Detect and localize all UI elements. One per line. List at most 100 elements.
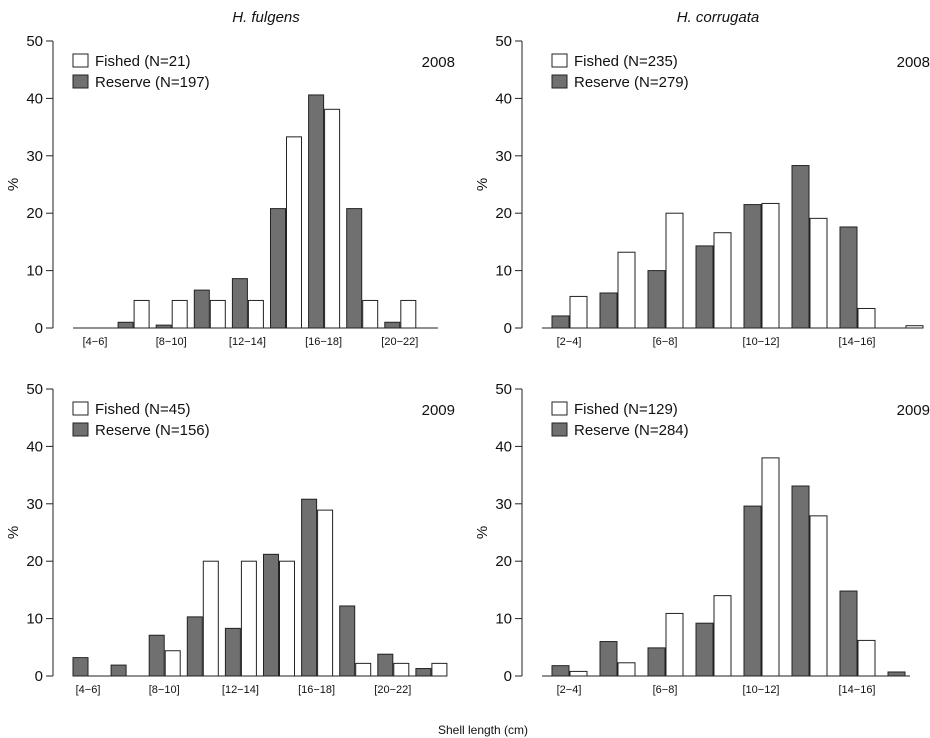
- y-axis-label: %: [5, 178, 22, 191]
- legend-label: Fished (N=21): [95, 53, 190, 70]
- x-tick-label: [6−8]: [653, 336, 678, 348]
- chart-panel: 0 10 20 30 40 50% [4−6] [8−10] [12−14] [16−18] [20…: [5, 381, 455, 696]
- bar-fished: [761, 202, 780, 329]
- bar-reserve: [72, 657, 89, 677]
- year-label: 2008: [422, 54, 455, 71]
- y-tick-label: 20: [26, 553, 43, 570]
- bar-reserve: [599, 292, 618, 329]
- x-tick-label: [16−18]: [305, 336, 342, 348]
- bar-reserve: [301, 498, 318, 677]
- y-axis-label: %: [474, 178, 491, 191]
- x-tick-label: [20−22]: [374, 684, 411, 696]
- y-tick-label: 30: [495, 148, 512, 165]
- panels-group: 0 10 20 30 40 50% [4−6] [8−10] [12−14] [16−18] [20…: [5, 33, 930, 696]
- bar-fished: [665, 212, 684, 329]
- y-axis-label: %: [5, 526, 22, 539]
- bar-fished: [665, 612, 684, 677]
- legend-label: Reserve (N=284): [574, 422, 689, 439]
- year-label: 2009: [422, 402, 455, 419]
- bar-fished: [569, 295, 588, 329]
- y-tick-label: 0: [35, 668, 43, 685]
- bar-fished: [171, 299, 188, 329]
- bar-reserve: [377, 653, 394, 677]
- chart-panel: 0 10 20 30 40 50% [2−4] [6−8] [10−12] [14−16] Fish…: [474, 33, 930, 348]
- bar-fished: [713, 595, 732, 677]
- bar-reserve: [887, 671, 906, 677]
- y-tick-label: 30: [26, 496, 43, 513]
- bar-fished: [133, 299, 150, 329]
- y-tick-label: 20: [495, 553, 512, 570]
- x-tick-label: [4−6]: [76, 684, 101, 696]
- bar-fished: [857, 307, 876, 329]
- y-tick-label: 50: [26, 33, 43, 50]
- bar-fished: [809, 515, 828, 677]
- legend-label: Fished (N=45): [95, 401, 190, 418]
- legend-label: Fished (N=235): [574, 53, 678, 70]
- x-tick-label: [4−6]: [83, 336, 108, 348]
- y-axis-label: %: [474, 526, 491, 539]
- bar-reserve: [339, 605, 356, 677]
- bar-reserve: [551, 315, 570, 329]
- bar-fished: [317, 509, 334, 677]
- bar-fished: [569, 670, 588, 677]
- bar-fished: [286, 136, 302, 329]
- bar-fished: [857, 639, 876, 677]
- bar-reserve: [155, 324, 172, 329]
- x-tick-label: [10−12]: [742, 336, 779, 348]
- bar-reserve: [308, 94, 325, 329]
- chart-panel: 0 10 20 30 40 50% [2−4] [6−8] [10−12] [14−16] Fish…: [474, 381, 930, 696]
- y-tick-label: 40: [26, 90, 43, 107]
- x-tick-label: [2−4]: [557, 684, 582, 696]
- x-tick-label: [12−14]: [229, 336, 266, 348]
- bar-reserve: [743, 204, 762, 329]
- x-axis-label: Shell length (cm): [438, 723, 528, 737]
- y-tick-label: 10: [495, 611, 512, 628]
- y-tick-label: 10: [26, 611, 43, 628]
- bar-fished: [431, 662, 448, 677]
- bar-reserve: [647, 270, 666, 329]
- legend-swatch: [72, 422, 89, 437]
- column-title-left: H. fulgens: [232, 9, 300, 26]
- legend-label: Reserve (N=156): [95, 422, 210, 439]
- x-tick-label: [14−16]: [838, 684, 875, 696]
- legend-swatch: [72, 74, 89, 89]
- bar-reserve: [415, 668, 432, 677]
- bar-reserve: [224, 627, 241, 677]
- y-tick-label: 50: [495, 381, 512, 398]
- bar-reserve: [791, 485, 810, 677]
- x-tick-label: [10−12]: [742, 684, 779, 696]
- legend-label: Reserve (N=279): [574, 74, 689, 91]
- legend-swatch: [72, 53, 89, 68]
- bar-fished: [617, 251, 636, 329]
- bar-fished: [362, 299, 379, 329]
- bar-reserve: [186, 616, 203, 677]
- y-tick-label: 50: [26, 381, 43, 398]
- bar-fished: [240, 560, 257, 677]
- legend-swatch: [551, 401, 568, 416]
- legend-swatch: [551, 53, 568, 68]
- bar-fished: [247, 299, 264, 329]
- bar-fished: [209, 299, 226, 329]
- y-tick-label: 30: [26, 148, 43, 165]
- bar-fished: [905, 325, 924, 329]
- bar-reserve: [839, 590, 858, 677]
- year-label: 2009: [897, 402, 930, 419]
- bar-reserve: [839, 226, 858, 329]
- y-tick-label: 10: [495, 263, 512, 280]
- bar-reserve: [551, 665, 570, 677]
- legend-swatch: [551, 74, 568, 89]
- y-tick-label: 20: [26, 205, 43, 222]
- y-tick-label: 50: [495, 33, 512, 50]
- y-tick-label: 0: [504, 668, 512, 685]
- column-title-right: H. corrugata: [677, 9, 760, 26]
- bar-fished: [355, 662, 372, 677]
- bar-reserve: [231, 278, 248, 329]
- bar-fished: [400, 299, 417, 329]
- legend-swatch: [72, 401, 89, 416]
- bar-fished: [393, 662, 410, 677]
- bar-reserve: [110, 664, 127, 677]
- legend-swatch: [551, 422, 568, 437]
- y-tick-label: 40: [26, 438, 43, 455]
- y-tick-label: 30: [495, 496, 512, 513]
